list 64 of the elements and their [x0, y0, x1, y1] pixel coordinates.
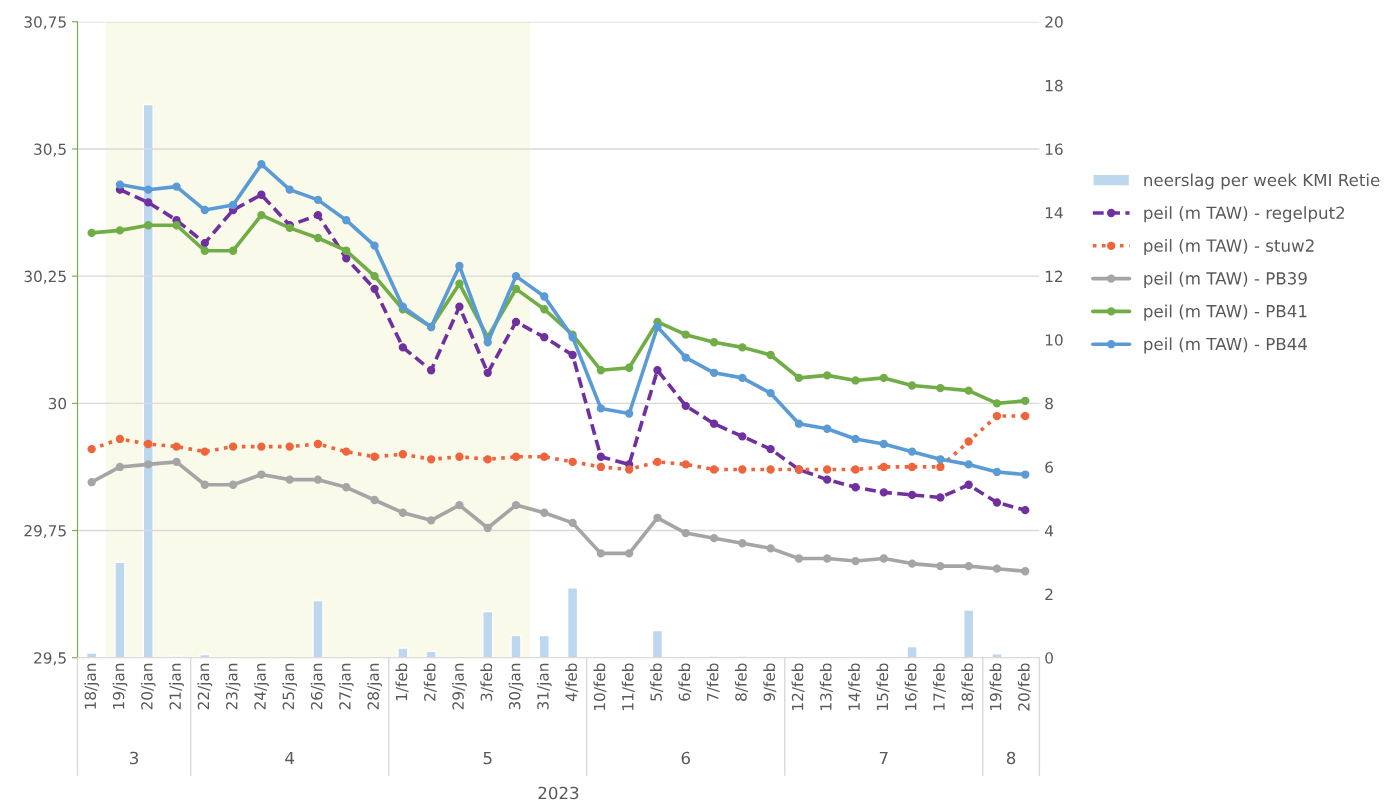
x-tick-label: 23/jan — [225, 663, 241, 710]
y-tick-label: 30,5 — [34, 143, 66, 157]
x-tick-label: 14/feb — [848, 663, 862, 710]
x-tick-label: 28/jan — [367, 663, 382, 710]
x-tick-label: 3/feb — [480, 663, 494, 701]
x-tick-label: 27/jan — [338, 663, 354, 710]
x-tick-label: 8/feb — [734, 663, 748, 701]
x-tick-label: 26/jan — [310, 663, 326, 710]
y-tick-label: 30,25 — [24, 270, 66, 284]
x-tick-label: 18/feb — [961, 663, 975, 710]
x-tick-label: 11/feb — [621, 663, 635, 710]
x-tick-label: 22/jan — [197, 663, 213, 710]
x-tick-label: 18/jan — [84, 663, 100, 709]
y-tick-label: 30,75 — [24, 16, 66, 30]
y2-tick-label: 18 — [1045, 79, 1063, 92]
y-tick-label: 30 — [48, 397, 67, 410]
legend-label: peil (m TAW) - PB39 — [1144, 271, 1307, 288]
x-tick-label: 4/feb — [565, 663, 579, 702]
y2-tick-label: 4 — [1044, 525, 1054, 537]
x-tick-label: 1/feb — [395, 663, 409, 701]
x-tick-label: 10/feb — [593, 663, 607, 710]
x-tick-label: 20/feb — [1017, 663, 1031, 711]
x-tick-label: 24/jan — [254, 663, 269, 710]
x-tick-label: 17/feb — [932, 663, 946, 710]
y2-tick-label: 8 — [1045, 397, 1053, 410]
y-tick-label: 29,5 — [34, 652, 66, 666]
legend-label: peil (m TAW) - stuw2 — [1144, 238, 1314, 256]
text: 4 — [285, 751, 295, 765]
x-tick-label: 12/feb — [791, 663, 805, 710]
x-tick-label: 7/feb — [706, 663, 720, 701]
x-tick-label: 25/jan — [282, 663, 298, 710]
x-tick-label: 13/feb — [819, 663, 833, 710]
y2-tick-label: 6 — [1045, 461, 1053, 473]
x-tick-label: 29/jan — [452, 663, 467, 710]
y-tick-label: 29,75 — [24, 524, 66, 539]
x-tick-label: 21/jan — [169, 663, 184, 710]
y2-tick-label: 20 — [1045, 16, 1063, 28]
x-tick-label: 20/jan — [140, 663, 156, 710]
x-tick-label: 30/jan — [508, 663, 524, 710]
x-tick-label: 19/feb — [989, 663, 1003, 710]
y2-tick-label: 14 — [1045, 207, 1063, 219]
legend-label: neerslag per week KMI Retie — [1144, 173, 1380, 190]
legend-label: peil (m TAW) - PB41 — [1144, 304, 1307, 321]
text: 2023 — [538, 786, 579, 800]
y2-tick-label: 16 — [1045, 143, 1063, 155]
text: 6 — [681, 751, 690, 765]
y2-tick-label: 12 — [1045, 270, 1063, 282]
y2-tick-label: 2 — [1045, 588, 1053, 600]
text: 3 — [130, 751, 139, 765]
x-tick-label: 31/jan — [536, 663, 552, 710]
text: 8 — [1006, 751, 1016, 765]
x-tick-label: 6/feb — [678, 663, 692, 701]
y2-tick-label: 0 — [1045, 652, 1053, 664]
x-tick-label: 2/feb — [423, 663, 437, 701]
x-tick-label: 5/feb — [650, 663, 664, 701]
legend-label: peil (m TAW) - regelput2 — [1144, 206, 1345, 223]
legend-label: peil (m TAW) - PB44 — [1144, 337, 1308, 354]
text: 7 — [879, 751, 888, 765]
x-tick-label: 15/feb — [876, 663, 890, 710]
x-tick-label: 16/feb — [904, 663, 918, 710]
x-tick-label: 19/jan — [112, 663, 128, 709]
x-tick-label: 9/feb — [763, 663, 777, 701]
y2-tick-label: 10 — [1045, 334, 1063, 346]
text: 5 — [483, 751, 492, 765]
